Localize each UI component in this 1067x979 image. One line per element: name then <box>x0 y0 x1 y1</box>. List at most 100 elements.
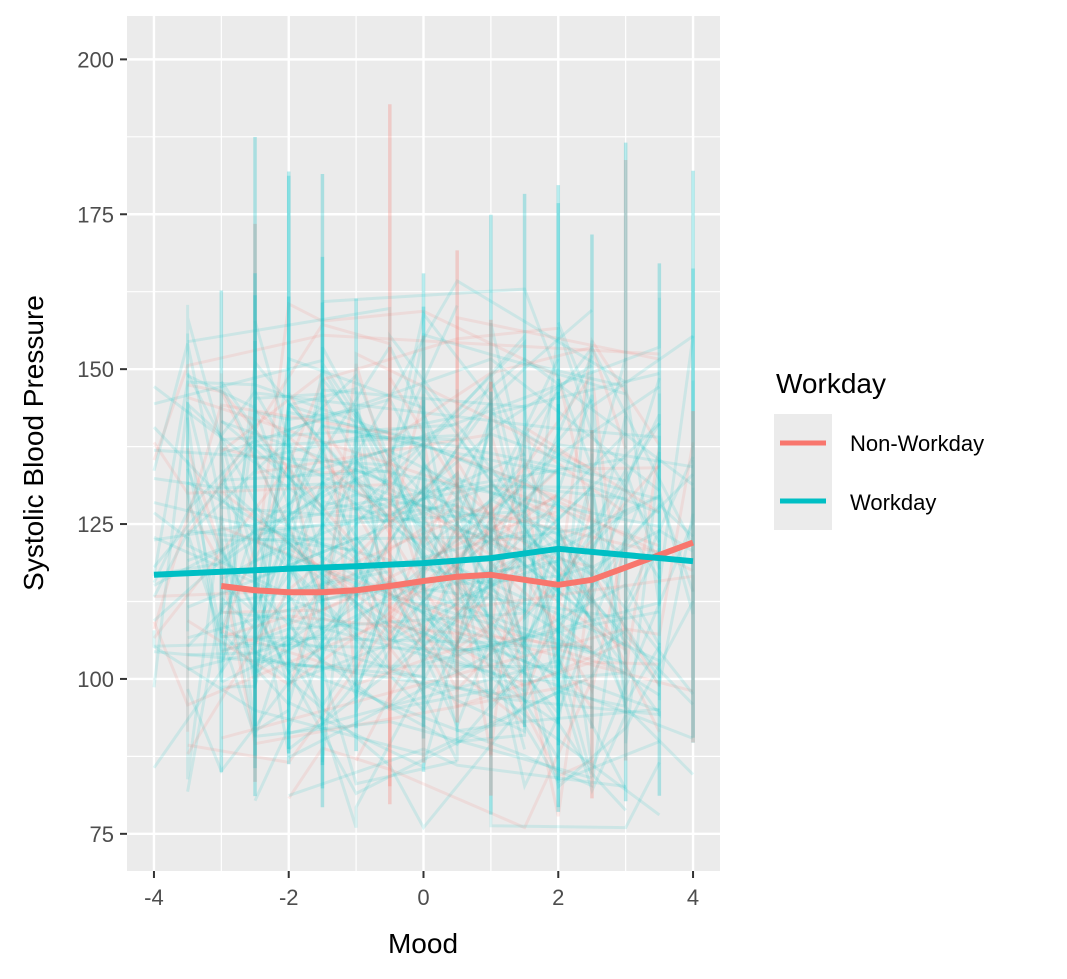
individual-line <box>153 308 593 542</box>
individual-line <box>186 569 391 792</box>
legend-title: Workday <box>776 368 886 399</box>
individual-line <box>489 514 695 790</box>
individual-line <box>220 357 661 492</box>
individual-line <box>186 297 661 612</box>
individual-line <box>253 569 661 754</box>
individual-line <box>220 420 593 605</box>
individual-line <box>186 358 661 682</box>
legend-label-non-workday: Non-Workday <box>850 431 984 456</box>
individual-line <box>287 547 627 688</box>
individual-line <box>254 530 695 706</box>
individual-line <box>152 332 627 569</box>
individual-line <box>287 411 628 672</box>
individual-lines <box>152 104 695 831</box>
individual-line <box>253 364 593 615</box>
individual-line <box>220 442 695 740</box>
x-tick-label: -4 <box>144 885 164 910</box>
individual-line <box>253 326 661 652</box>
individual-line <box>153 422 661 648</box>
individual-line <box>152 441 390 495</box>
individual-line <box>287 391 661 693</box>
individual-line <box>320 363 560 631</box>
y-tick-label: 175 <box>77 202 114 227</box>
individual-line <box>254 432 594 710</box>
individual-line <box>253 358 560 666</box>
individual-line <box>354 496 661 817</box>
individual-line <box>152 436 560 584</box>
individual-line <box>186 322 391 536</box>
individual-line <box>254 335 695 585</box>
individual-line <box>220 559 559 684</box>
series-line-non-workday <box>220 539 695 596</box>
individual-line <box>152 333 660 461</box>
individual-line <box>219 434 458 688</box>
individual-line <box>422 389 459 679</box>
individual-line <box>220 490 559 727</box>
individual-line <box>152 529 526 738</box>
individual-line <box>186 485 593 746</box>
individual-line <box>287 679 594 830</box>
individual-line <box>186 466 661 570</box>
individual-line <box>253 399 695 716</box>
individual-line <box>253 301 594 572</box>
individual-line <box>153 442 661 744</box>
individual-line <box>253 461 626 676</box>
individual-line <box>422 518 627 812</box>
individual-line <box>219 547 458 786</box>
individual-line <box>152 475 695 769</box>
individual-line <box>287 404 594 704</box>
individual-line <box>219 408 527 673</box>
individual-line <box>455 485 560 791</box>
legend: Workday Non-Workday Workday <box>774 368 984 530</box>
individual-line <box>186 459 694 645</box>
individual-line <box>321 378 493 584</box>
individual-line <box>220 377 661 605</box>
individual-line <box>321 371 628 655</box>
individual-line <box>456 460 695 775</box>
individual-line <box>187 580 627 666</box>
individual-line <box>187 634 661 817</box>
individual-line <box>186 610 626 683</box>
individual-line <box>354 429 694 740</box>
individual-line <box>220 351 660 475</box>
individual-line <box>389 446 661 674</box>
individual-line <box>220 343 493 613</box>
individual-line <box>220 578 526 747</box>
y-tick-label: 75 <box>90 822 114 847</box>
individual-line <box>186 480 661 780</box>
individual-line <box>219 404 559 615</box>
individual-line <box>489 340 594 674</box>
individual-line <box>388 435 627 635</box>
individual-line <box>152 532 593 778</box>
individual-line <box>219 326 559 635</box>
individual-line <box>287 484 593 686</box>
individual-line <box>187 304 459 459</box>
individual-line <box>220 370 661 687</box>
individual-line <box>153 440 526 577</box>
individual-line <box>187 395 593 602</box>
individual-line <box>455 482 660 645</box>
individual-line <box>186 333 493 652</box>
individual-line <box>221 403 660 733</box>
individual-line <box>254 502 527 750</box>
y-tick-label: 125 <box>77 512 114 537</box>
individual-line <box>220 580 660 709</box>
individual-line <box>254 431 594 656</box>
legend-label-workday: Workday <box>850 490 936 515</box>
individual-line <box>152 547 661 757</box>
individual-line <box>423 487 628 778</box>
individual-line <box>422 463 560 533</box>
individual-line <box>288 517 661 830</box>
y-tick-label: 150 <box>77 357 114 382</box>
individual-line <box>254 506 660 762</box>
x-axis-title: Mood <box>388 928 458 959</box>
y-tick-label: 200 <box>77 47 114 72</box>
individual-line <box>322 425 594 634</box>
individual-line <box>186 519 594 774</box>
individual-line <box>388 482 694 641</box>
individual-line <box>287 422 661 697</box>
individual-line <box>220 432 594 631</box>
individual-line <box>322 287 594 469</box>
individual-line <box>556 321 694 409</box>
